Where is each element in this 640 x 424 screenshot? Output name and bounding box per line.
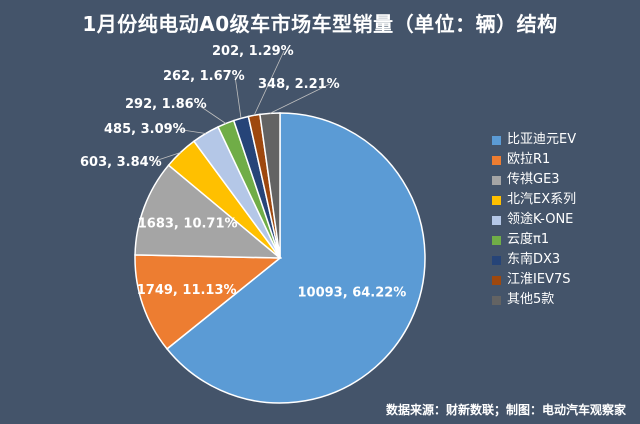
data-label: 292, 1.86% — [125, 97, 207, 112]
data-label: 1749, 11.13% — [137, 283, 237, 298]
data-label: 1683, 10.71% — [138, 216, 238, 231]
legend-label: 江淮IEV7S — [507, 272, 571, 287]
leader-line — [175, 128, 206, 134]
leader-line — [196, 103, 227, 124]
legend-label: 北汽EX系列 — [507, 192, 577, 207]
leader-line — [253, 50, 285, 116]
legend-item: 欧拉R1 — [492, 150, 576, 170]
data-label: 603, 3.84% — [80, 155, 162, 170]
legend-item: 江淮IEV7S — [492, 270, 576, 290]
leader-line — [151, 152, 181, 163]
legend-swatch — [492, 275, 501, 285]
legend-item: 传祺GE3 — [492, 170, 576, 190]
legend-label: 比亚迪元EV — [507, 132, 577, 147]
leader-line — [269, 83, 331, 114]
legend-swatch — [492, 155, 501, 165]
legend-item: 东南DX3 — [492, 250, 576, 270]
data-label: 485, 3.09% — [104, 122, 186, 137]
legend-label: 传祺GE3 — [507, 172, 560, 187]
legend-label: 东南DX3 — [507, 252, 561, 267]
legend-swatch — [492, 255, 501, 265]
pie-slice — [134, 164, 283, 259]
legend-item: 比亚迪元EV — [492, 130, 576, 150]
legend-swatch — [492, 175, 501, 185]
source-note: 数据来源：财新数联；制图：电动汽车观察家 — [385, 403, 626, 417]
legend-label: 领途K-ONE — [507, 212, 574, 227]
legend-item: 其他5款 — [492, 290, 576, 310]
legend-label: 欧拉R1 — [507, 152, 551, 167]
chart-title: 1月份纯电动A0级车市场车型销量（单位：辆）结构 — [82, 12, 558, 36]
pie-slice — [165, 112, 426, 404]
legend-label: 其他5款 — [507, 292, 555, 307]
legend-swatch — [492, 195, 501, 205]
legend-swatch — [492, 135, 501, 145]
legend-item: 北汽EX系列 — [492, 190, 576, 210]
data-label: 348, 2.21% — [258, 77, 340, 92]
data-label: 262, 1.67% — [163, 69, 245, 84]
legend-swatch — [492, 215, 501, 225]
legend-label: 云度π1 — [507, 232, 550, 247]
data-label: 10093, 64.22% — [298, 285, 407, 300]
chart-legend: 比亚迪元EV 欧拉R1 传祺GE3 北汽EX系列 领途K-ONE 云度π1 东南DX3 江淮I… — [492, 130, 576, 310]
legend-item: 领途K-ONE — [492, 210, 576, 230]
data-label: 202, 1.29% — [212, 44, 294, 59]
legend-swatch — [492, 235, 501, 245]
pie-slice — [134, 254, 283, 350]
legend-swatch — [492, 295, 501, 305]
leader-line — [234, 75, 242, 119]
legend-item: 云度π1 — [492, 230, 576, 250]
